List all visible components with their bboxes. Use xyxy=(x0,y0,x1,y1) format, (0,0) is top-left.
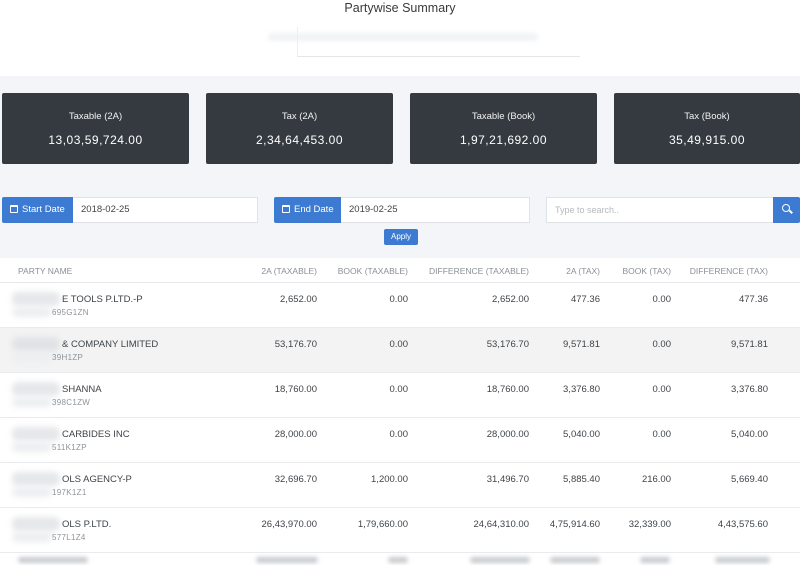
page-header: Partywise Summary xyxy=(0,0,800,76)
cell-difference-tax: 5,669.40 xyxy=(731,474,768,485)
cell-difference-tax: 477.36 xyxy=(738,294,768,305)
cell-book-tax: 0.00 xyxy=(652,339,672,350)
cell-2a-taxable: 18,760.00 xyxy=(274,384,317,395)
card-label: Tax (2A) xyxy=(281,111,318,122)
cell-book-tax: 216.00 xyxy=(641,474,671,485)
cell-difference-taxable: 24,64,310.00 xyxy=(473,519,529,530)
cell-2a-tax: 5,885.40 xyxy=(563,474,600,485)
cell-book-tax: 32,339.00 xyxy=(628,519,671,530)
cell-book-taxable: 0.00 xyxy=(389,384,409,395)
cell-book-taxable: 0.00 xyxy=(389,429,409,440)
cell-difference-taxable: 28,000.00 xyxy=(486,429,529,440)
party-gstin: 398C1ZW xyxy=(52,398,91,407)
card-label: Tax (Book) xyxy=(684,111,730,122)
end-date-label: End Date xyxy=(294,204,334,215)
cell-difference-taxable: 53,176.70 xyxy=(486,339,529,350)
calendar-icon xyxy=(10,205,18,213)
table-row[interactable]: E TOOLS P.LTD.-P 695G1ZN 2,652.00 0.00 2… xyxy=(0,283,800,328)
search-icon xyxy=(782,204,790,212)
table-row[interactable]: SHANNA 398C1ZW 18,760.00 0.00 18,760.00 … xyxy=(0,373,800,418)
cell-difference-tax: 5,040.00 xyxy=(731,429,768,440)
party-gstin: 511K1ZP xyxy=(52,443,87,452)
cell-book-taxable: 1,200.00 xyxy=(371,474,408,485)
table-row[interactable]: OLS P.LTD. 577L1Z4 26,43,970.00 1,79,660… xyxy=(0,508,800,553)
search-button[interactable] xyxy=(773,197,800,223)
card-tax-book: Tax (Book) 35,49,915.00 xyxy=(614,93,800,164)
cell-2a-tax: 5,040.00 xyxy=(563,429,600,440)
table-row[interactable]: & COMPANY LIMITED 39H1ZP 53,176.70 0.00 … xyxy=(0,328,800,373)
cell-difference-taxable: 2,652.00 xyxy=(492,294,529,305)
cell-2a-taxable: 26,43,970.00 xyxy=(261,519,317,530)
party-name: & COMPANY LIMITED xyxy=(62,339,159,350)
card-tax-2a: Tax (2A) 2,34,64,453.00 xyxy=(206,93,393,164)
cell-difference-tax: 3,376.80 xyxy=(731,384,768,395)
cell-difference-taxable: 18,760.00 xyxy=(486,384,529,395)
party-name: E TOOLS P.LTD.-P xyxy=(62,294,143,305)
start-date-addon[interactable]: Start Date xyxy=(2,197,73,223)
start-date-input[interactable]: 2018-02-25 xyxy=(73,197,258,223)
party-gstin: 695G1ZN xyxy=(52,308,89,317)
cell-2a-tax: 4,75,914.60 xyxy=(549,519,600,530)
col-difference-taxable[interactable]: DIFFERENCE (TAXABLE) xyxy=(429,266,529,276)
blurred-header-filter xyxy=(268,33,538,41)
party-name: OLS P.LTD. xyxy=(62,519,112,530)
apply-button[interactable]: Apply xyxy=(384,229,418,245)
card-value: 2,34,64,453.00 xyxy=(255,133,344,147)
col-party-name[interactable]: PARTY NAME xyxy=(18,266,73,276)
page-title: Partywise Summary xyxy=(344,1,456,15)
table-row[interactable]: OLS AGENCY-P 197K1Z1 32,696.70 1,200.00 … xyxy=(0,463,800,508)
cell-difference-taxable: 31,496.70 xyxy=(486,474,529,485)
col-difference-tax[interactable]: DIFFERENCE (TAX) xyxy=(689,266,768,276)
cell-book-tax: 0.00 xyxy=(652,429,672,440)
cell-book-tax: 0.00 xyxy=(652,294,672,305)
card-taxable-2a: Taxable (2A) 13,03,59,724.00 xyxy=(2,93,189,164)
party-gstin: 197K1Z1 xyxy=(52,488,87,497)
end-date-addon[interactable]: End Date xyxy=(274,197,341,223)
card-taxable-book: Taxable (Book) 1,97,21,692.00 xyxy=(410,93,597,164)
card-label: Taxable (2A) xyxy=(68,111,123,122)
party-name: OLS AGENCY-P xyxy=(62,474,132,485)
cell-2a-tax: 3,376.80 xyxy=(563,384,600,395)
start-date-label: Start Date xyxy=(22,204,65,215)
col-2a-tax[interactable]: 2A (TAX) xyxy=(566,266,600,276)
filter-bar: Start Date 2018-02-25 End Date 2019-02-2… xyxy=(0,197,800,247)
col-book-taxable[interactable]: BOOK (TAXABLE) xyxy=(337,266,408,276)
col-book-tax[interactable]: BOOK (TAX) xyxy=(622,266,672,276)
party-name: CARBIDES INC xyxy=(62,429,130,440)
table-row[interactable]: CARBIDES INC 511K1ZP 28,000.00 0.00 28,0… xyxy=(0,418,800,463)
party-table: PARTY NAME 2A (TAXABLE) BOOK (TAXABLE) D… xyxy=(0,258,800,565)
search-input[interactable]: Type to search.. xyxy=(546,197,774,223)
card-value: 13,03,59,724.00 xyxy=(48,133,143,147)
cell-difference-tax: 9,571.81 xyxy=(731,339,768,350)
header-filter-box[interactable] xyxy=(297,27,580,57)
table-header: PARTY NAME 2A (TAXABLE) BOOK (TAXABLE) D… xyxy=(0,258,800,283)
calendar-icon xyxy=(282,205,290,213)
party-gstin: 39H1ZP xyxy=(52,353,84,362)
card-label: Taxable (Book) xyxy=(471,111,536,122)
cell-2a-taxable: 53,176.70 xyxy=(274,339,317,350)
cell-book-taxable: 0.00 xyxy=(389,294,409,305)
card-value: 1,97,21,692.00 xyxy=(459,133,548,147)
cell-2a-taxable: 2,652.00 xyxy=(280,294,317,305)
party-gstin: 577L1Z4 xyxy=(52,533,86,542)
cell-book-tax: 0.00 xyxy=(652,384,672,395)
cell-book-taxable: 1,79,660.00 xyxy=(357,519,408,530)
cell-2a-taxable: 28,000.00 xyxy=(274,429,317,440)
cell-2a-tax: 477.36 xyxy=(570,294,600,305)
col-2a-taxable[interactable]: 2A (TAXABLE) xyxy=(261,266,317,276)
cell-2a-taxable: 32,696.70 xyxy=(274,474,317,485)
card-value: 35,49,915.00 xyxy=(668,133,746,147)
party-name: SHANNA xyxy=(62,384,102,395)
summary-cards: Taxable (2A) 13,03,59,724.00 Tax (2A) 2,… xyxy=(0,93,800,164)
partially-visible-row xyxy=(0,556,800,565)
end-date-input[interactable]: 2019-02-25 xyxy=(341,197,530,223)
cell-book-taxable: 0.00 xyxy=(389,339,409,350)
cell-2a-tax: 9,571.81 xyxy=(563,339,600,350)
cell-difference-tax: 4,43,575.60 xyxy=(717,519,768,530)
